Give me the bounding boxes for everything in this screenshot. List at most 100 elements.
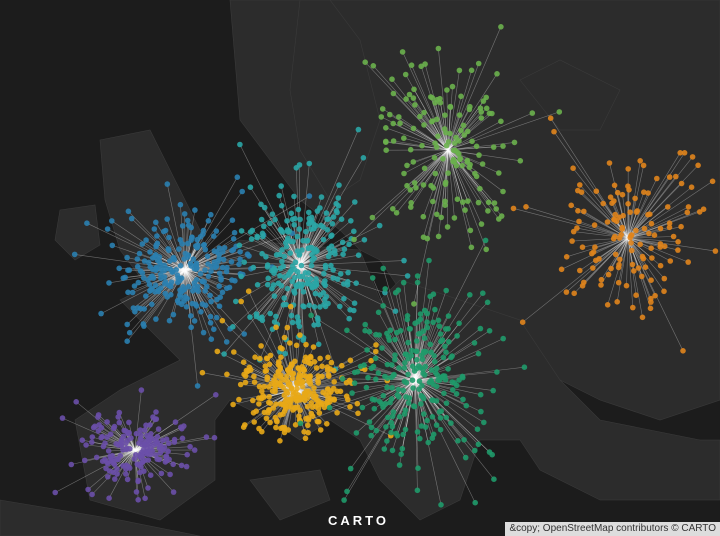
point: [289, 278, 296, 285]
point: [229, 247, 235, 254]
point: [296, 323, 303, 330]
point: [379, 345, 385, 351]
point: [258, 216, 265, 223]
point: [231, 229, 238, 236]
flow-line: [423, 149, 449, 238]
point: [410, 403, 417, 409]
flow-line: [167, 184, 186, 271]
point: [272, 388, 278, 395]
point: [551, 128, 557, 135]
flow-line: [626, 237, 629, 286]
flow-line: [414, 339, 443, 381]
point: [620, 212, 626, 219]
point: [678, 180, 685, 187]
point: [414, 279, 421, 286]
attribution[interactable]: &copy; OpenStreetMap contributors © CART…: [505, 522, 720, 536]
flow-line: [593, 237, 629, 253]
point: [136, 250, 143, 257]
point: [96, 422, 102, 428]
point: [341, 246, 348, 252]
point: [609, 200, 615, 206]
point: [241, 331, 247, 337]
point: [93, 454, 100, 461]
point: [278, 354, 284, 361]
point: [474, 426, 481, 433]
point: [351, 380, 358, 386]
point: [134, 461, 140, 467]
point: [403, 96, 409, 102]
point: [477, 325, 484, 332]
point: [421, 307, 428, 314]
flow-line: [414, 379, 479, 445]
flow-line: [447, 26, 502, 151]
point: [184, 217, 191, 224]
point: [456, 67, 463, 74]
point: [633, 292, 639, 299]
point: [406, 91, 413, 98]
point: [170, 489, 177, 495]
point: [303, 238, 310, 244]
point: [157, 444, 164, 450]
flow-line: [566, 237, 629, 293]
point: [278, 282, 285, 289]
point: [651, 232, 658, 238]
point: [308, 410, 315, 417]
point: [399, 49, 406, 55]
point: [463, 402, 470, 409]
point: [442, 202, 448, 208]
point: [401, 365, 408, 371]
point: [472, 499, 479, 506]
point: [628, 247, 635, 254]
point: [390, 206, 396, 212]
point: [233, 298, 239, 305]
flow-line: [261, 264, 301, 318]
point: [392, 352, 398, 358]
point: [372, 397, 378, 403]
point: [600, 200, 606, 207]
flow-line: [627, 152, 681, 239]
point: [519, 319, 526, 326]
flow-line: [258, 389, 296, 429]
point: [98, 310, 104, 317]
point: [115, 414, 121, 420]
point: [303, 341, 309, 348]
point: [254, 234, 260, 241]
point: [429, 435, 436, 442]
flow-line: [261, 219, 301, 266]
point: [156, 259, 163, 265]
point: [124, 321, 130, 328]
point: [640, 162, 647, 169]
point: [657, 225, 664, 232]
flow-line: [263, 226, 301, 266]
point: [339, 362, 345, 369]
point: [418, 63, 425, 70]
point: [167, 283, 173, 289]
point: [435, 45, 442, 52]
point: [429, 414, 436, 420]
point: [307, 373, 314, 379]
point: [261, 223, 267, 230]
point: [273, 324, 279, 331]
flow-line: [414, 379, 419, 469]
point: [282, 426, 288, 432]
flow-line: [396, 149, 449, 213]
point: [568, 202, 574, 209]
point: [430, 185, 437, 191]
point: [183, 304, 190, 310]
point: [292, 215, 298, 222]
point: [250, 397, 256, 404]
flow-line: [595, 237, 629, 261]
point: [363, 384, 370, 391]
point: [320, 236, 327, 243]
point: [166, 234, 172, 241]
point: [440, 156, 446, 162]
flow-line: [98, 424, 136, 451]
point: [437, 415, 444, 421]
point: [466, 106, 473, 113]
point: [435, 377, 441, 384]
point: [329, 221, 336, 227]
point: [306, 388, 312, 395]
point: [404, 273, 411, 279]
point: [292, 358, 298, 365]
